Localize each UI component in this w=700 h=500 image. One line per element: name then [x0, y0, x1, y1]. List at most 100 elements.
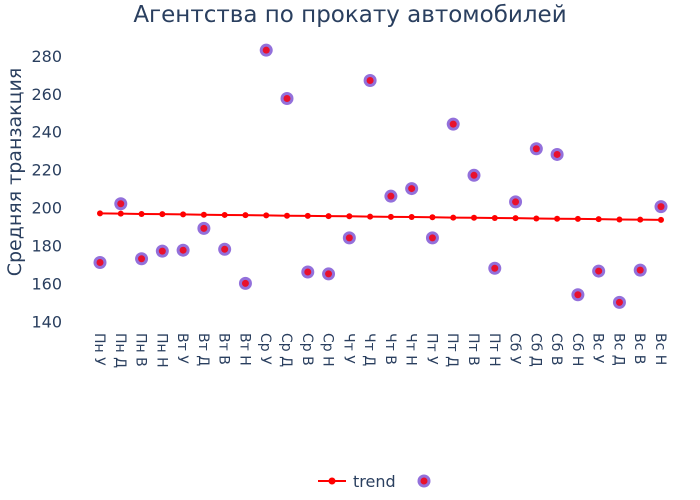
trend-point	[325, 213, 332, 220]
x-tick-label: Пн Д	[112, 333, 128, 368]
scatter-point-inner	[636, 266, 644, 274]
trend-point	[304, 212, 311, 219]
y-tick-label: 160	[31, 274, 62, 293]
scatter-point[interactable]	[488, 261, 502, 275]
trend-point	[658, 216, 664, 223]
scatter-point[interactable]	[238, 276, 252, 290]
x-tick-label: Сб Н	[569, 333, 585, 366]
scatter-point[interactable]	[301, 265, 315, 279]
trend-point	[284, 212, 290, 219]
x-tick-label: Ср У	[257, 333, 273, 365]
y-tick-label: 240	[31, 123, 62, 142]
scatter-point-inner	[470, 171, 478, 179]
scatter-point[interactable]	[155, 244, 169, 258]
scatter-point-inner	[428, 234, 436, 242]
scatter-point[interactable]	[93, 256, 107, 270]
trend-point	[450, 214, 457, 221]
scatter-point-inner	[387, 192, 395, 200]
scatter-point[interactable]	[633, 263, 647, 277]
scatter-point-inner	[117, 200, 125, 208]
scatter-point[interactable]	[197, 221, 211, 235]
x-tick-label: Вт В	[216, 333, 232, 365]
y-tick-label: 260	[31, 85, 62, 104]
scatter-point-inner	[615, 298, 623, 306]
scatter-point[interactable]	[612, 295, 626, 309]
scatter-point-inner	[241, 279, 249, 287]
scatter-point[interactable]	[176, 243, 190, 257]
trend-point	[471, 214, 477, 221]
trend-point	[221, 211, 228, 218]
x-tick-label: Чт В	[382, 333, 398, 365]
scatter-point[interactable]	[571, 288, 585, 302]
scatter-point[interactable]	[529, 142, 543, 156]
scatter-point-inner	[283, 95, 291, 103]
trend-point	[97, 210, 103, 217]
trend-point	[533, 215, 540, 222]
scatter-point-inner	[304, 268, 312, 276]
scatter-point[interactable]	[218, 242, 232, 256]
trend-point	[159, 211, 166, 218]
trend-point	[491, 214, 498, 221]
scatter-point-inner	[512, 198, 520, 206]
scatter-point[interactable]	[467, 168, 481, 182]
trend-point	[180, 211, 187, 218]
y-axis-title: Средняя транзакция	[4, 68, 26, 277]
trend-point	[138, 210, 145, 217]
scatter-point-inner	[158, 247, 166, 255]
scatter-point[interactable]	[405, 182, 419, 196]
x-tick-label: Вс Н	[652, 333, 668, 365]
x-tick-label: Вс В	[631, 333, 647, 364]
legend-trend-label: trend	[353, 472, 396, 491]
scatter-point-inner	[408, 185, 416, 193]
scatter-point[interactable]	[425, 231, 439, 245]
x-tick-label: Чт У	[340, 333, 356, 364]
scatter-point[interactable]	[446, 117, 460, 131]
scatter-point-inner	[221, 245, 229, 253]
legend[interactable]: trend	[318, 472, 431, 491]
x-tick-label: Ср Н	[320, 333, 336, 367]
y-axis: 140 160 180 200 220 240 260 280	[31, 47, 62, 331]
scatter-point[interactable]	[135, 252, 149, 266]
trend-point	[616, 216, 623, 223]
scatter-point[interactable]	[259, 43, 273, 57]
trend-point	[408, 214, 415, 221]
y-tick-label: 220	[31, 161, 62, 180]
legend-trend-marker-icon	[328, 477, 336, 485]
trend-point	[263, 212, 270, 219]
scatter-point-inner	[532, 145, 540, 153]
scatter-point[interactable]	[384, 189, 398, 203]
x-tick-label: Ср Д	[278, 333, 294, 367]
scatter-point[interactable]	[363, 74, 377, 88]
trend-point	[200, 211, 207, 218]
x-tick-label: Сб У	[507, 333, 523, 365]
legend-scatter-inner-icon	[420, 477, 428, 485]
scatter-point-inner	[553, 150, 561, 158]
scatter-point[interactable]	[114, 197, 128, 211]
scatter-point[interactable]	[342, 231, 356, 245]
x-axis: Пн У Пн Д Пн В Пн Н Вт У Вт Д Вт В Вт Н Ср У Ср Д…	[91, 333, 668, 368]
scatter-point[interactable]	[280, 92, 294, 106]
y-tick-label: 280	[31, 47, 62, 66]
scatter-point[interactable]	[509, 195, 523, 209]
scatter-point[interactable]	[654, 200, 668, 214]
scatter-point[interactable]	[550, 147, 564, 161]
scatter-point-inner	[366, 77, 374, 85]
scatter-point-inner	[574, 291, 582, 299]
y-tick-label: 180	[31, 236, 62, 255]
scatter-point[interactable]	[592, 264, 606, 278]
scatter-point-inner	[262, 46, 270, 54]
x-tick-label: Сб В	[548, 333, 564, 365]
scatter-point[interactable]	[322, 267, 336, 281]
trend-point	[367, 213, 374, 220]
y-tick-label: 200	[31, 199, 62, 218]
trend-point	[637, 216, 644, 223]
x-tick-label: Пн У	[91, 333, 107, 366]
trend-point	[387, 213, 394, 220]
trend-point	[117, 210, 124, 217]
scatter-series	[93, 43, 668, 309]
x-tick-label: Чт Д	[361, 333, 377, 366]
scatter-point-inner	[657, 203, 665, 211]
x-tick-label: Чт Н	[403, 333, 419, 366]
scatter-point-inner	[595, 267, 603, 275]
